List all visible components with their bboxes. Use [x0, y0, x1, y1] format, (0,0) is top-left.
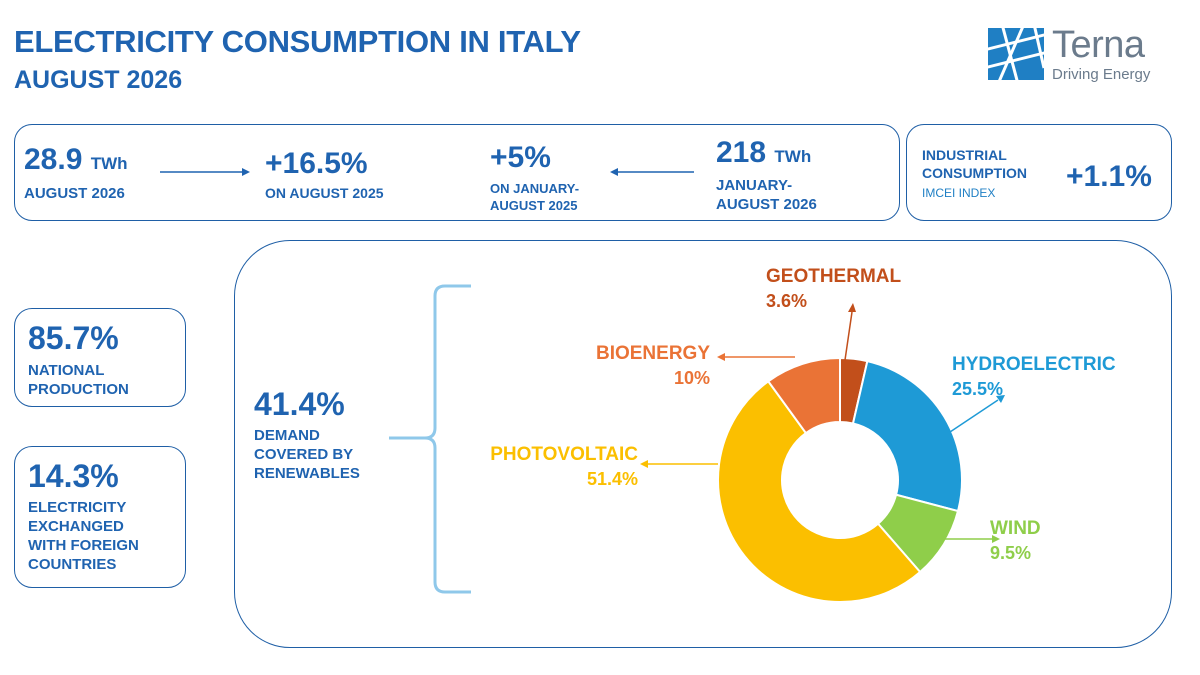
ytd-unit: TWh: [774, 147, 812, 166]
month-consumption: 28.9 TWh: [24, 143, 128, 177]
renewables-panel: [234, 240, 1172, 648]
ytd-change-label-line-1: ON JANUARY-: [490, 181, 580, 196]
hydroelectric-label: HYDROELECTRIC 25.5%: [952, 354, 1116, 400]
month-label: AUGUST 2026: [24, 185, 125, 202]
national-label-line-1: NATIONAL: [28, 362, 105, 379]
photovoltaic-name: PHOTOVOLTAIC: [490, 444, 638, 465]
ytd-change-label: ON JANUARY- AUGUST 2025: [490, 180, 579, 214]
month-value: 28.9: [24, 143, 83, 176]
arrow-left-icon: [610, 168, 694, 176]
chart-connectors: [640, 303, 1005, 543]
photovoltaic-value: 51.4%: [586, 469, 638, 489]
geothermal-value: 3.6%: [766, 291, 808, 311]
photovoltaic-label: PHOTOVOLTAIC 51.4%: [460, 444, 638, 490]
industrial-panel: [906, 124, 1172, 221]
exchange-label-line-4: COUNTRIES: [28, 556, 117, 573]
industrial-label-line-2: CONSUMPTION: [922, 165, 1027, 181]
industrial-label-line-1: INDUSTRIAL: [922, 147, 1007, 163]
ytd-label-line-1: JANUARY-: [716, 177, 793, 194]
brace-icon: [389, 284, 471, 594]
arrow-right-icon: [160, 168, 250, 176]
renewables-label-line-1: DEMAND: [254, 427, 320, 444]
industrial-value: +1.1%: [1066, 160, 1152, 193]
renewables-label-line-3: RENEWABLES: [254, 465, 360, 482]
national-production-panel: [14, 308, 186, 407]
exchange-label-line-1: ELECTRICITY: [28, 499, 127, 516]
renewables-label: DEMAND COVERED BY RENEWABLES: [254, 426, 360, 483]
industrial-index-label: IMCEI INDEX: [922, 186, 996, 200]
renewables-value: 41.4%: [254, 386, 345, 422]
donut-slice-photovoltaic: [717, 379, 922, 603]
terna-logo-icon: [988, 28, 1044, 80]
national-production-label: NATIONAL PRODUCTION: [28, 361, 129, 399]
renewables-donut-chart: [717, 356, 963, 603]
national-label-line-2: PRODUCTION: [28, 381, 129, 398]
bioenergy-label: BIOENERGY 10%: [570, 343, 710, 389]
hydroelectric-value: 25.5%: [952, 379, 1004, 399]
ytd-value: 218: [716, 136, 767, 169]
geothermal-label: GEOTHERMAL 3.6%: [766, 266, 901, 312]
hydroelectric-name: HYDROELECTRIC: [952, 354, 1116, 375]
geothermal-name: GEOTHERMAL: [766, 266, 902, 287]
exchange-value: 14.3%: [28, 458, 119, 494]
ytd-consumption: 218 TWh: [716, 136, 811, 170]
donut-slice-hydroelectric: [851, 359, 963, 513]
logo-tagline: Driving Energy: [1052, 66, 1151, 83]
ytd-change-value: +5%: [490, 141, 551, 174]
page-subtitle: AUGUST 2026: [14, 66, 183, 94]
page-title: ELECTRICITY CONSUMPTION IN ITALY: [14, 24, 581, 59]
donut-slice-bioenergy: [766, 356, 841, 435]
ytd-change-label-line-2: AUGUST 2025: [490, 198, 578, 213]
exchange-label-line-3: WITH FOREIGN: [28, 537, 139, 554]
renewables-label-line-2: COVERED BY: [254, 446, 354, 463]
bioenergy-value: 10%: [673, 368, 710, 388]
ytd-label-line-2: AUGUST 2026: [716, 196, 817, 213]
wind-label: WIND 9.5%: [990, 518, 1041, 564]
ytd-label: JANUARY- AUGUST 2026: [716, 176, 817, 214]
exchange-label-line-2: EXCHANGED: [28, 518, 124, 535]
national-production-value: 85.7%: [28, 320, 119, 356]
industrial-label: INDUSTRIAL CONSUMPTION: [922, 146, 1027, 182]
wind-name: WIND: [990, 518, 1041, 539]
yoy-label: ON AUGUST 2025: [265, 185, 384, 201]
wind-value: 9.5%: [990, 543, 1032, 563]
logo-wordmark: Terna: [1052, 24, 1145, 66]
bioenergy-name: BIOENERGY: [595, 343, 710, 364]
month-unit: TWh: [90, 154, 128, 173]
exchange-panel: [14, 446, 186, 588]
yoy-value: +16.5%: [265, 147, 368, 180]
exchange-label: ELECTRICITY EXCHANGED WITH FOREIGN COUNT…: [28, 498, 139, 574]
